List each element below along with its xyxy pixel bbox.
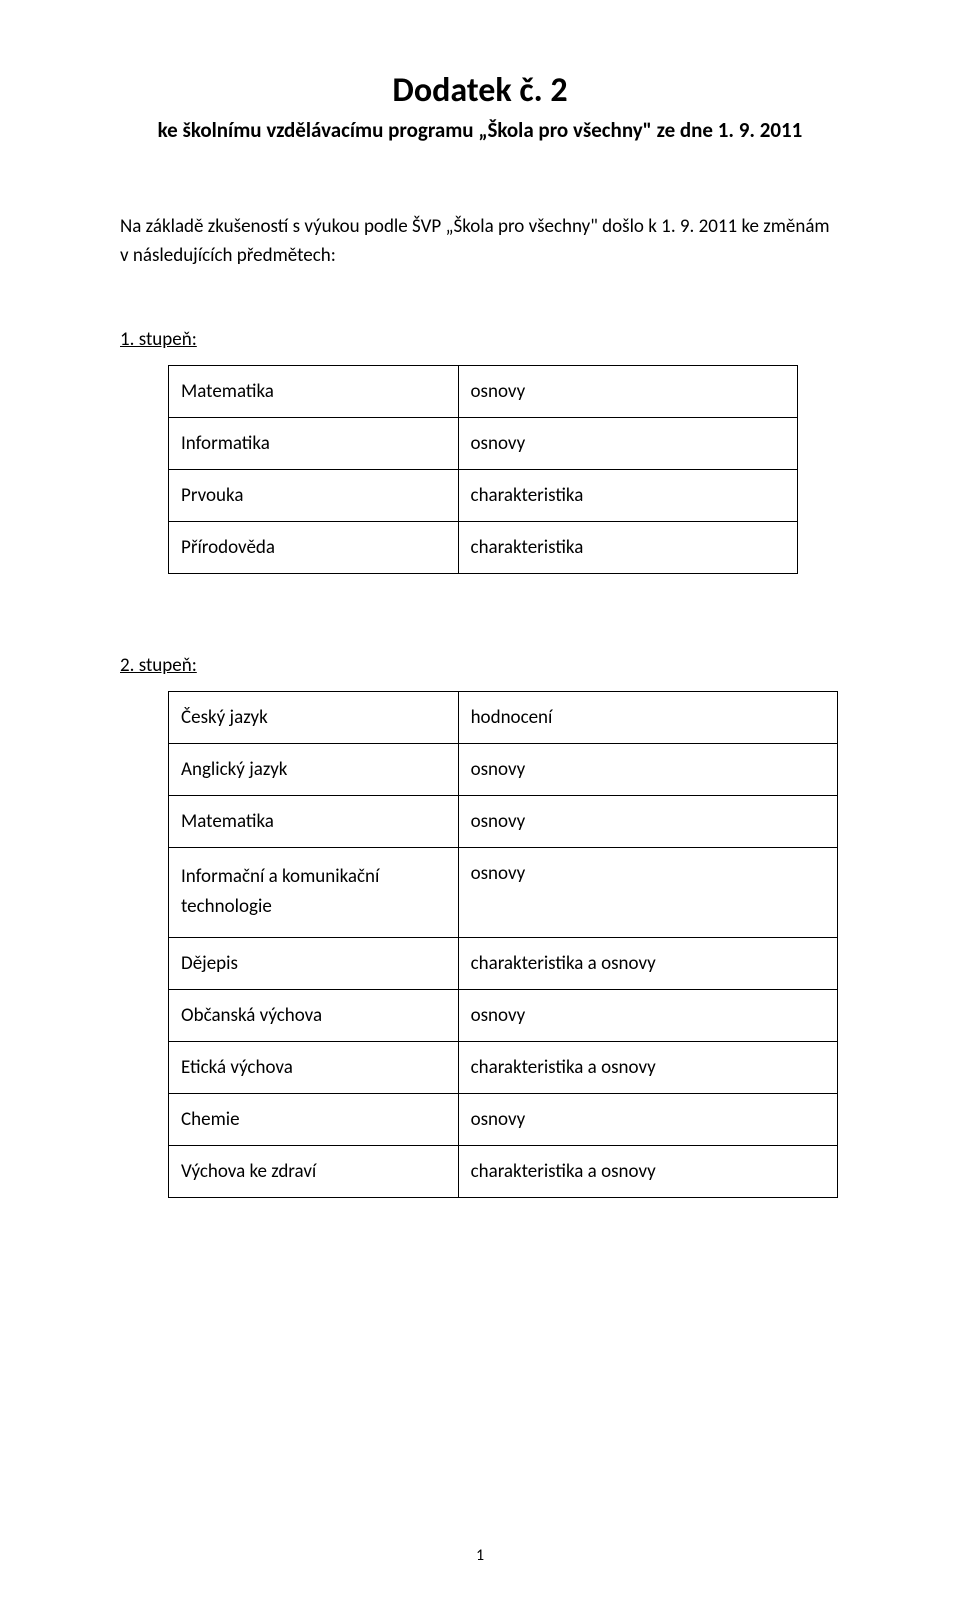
table-row: Výchova ke zdraví charakteristika a osno…	[169, 1145, 838, 1197]
subject-cell: Občanská výchova	[169, 989, 459, 1041]
document-title: Dodatek č. 2	[120, 70, 840, 111]
subject-cell: Matematika	[169, 796, 459, 848]
subject-cell: Etická výchova	[169, 1041, 459, 1093]
note-cell: osnovy	[458, 1093, 837, 1145]
subject-cell: Přírodověda	[169, 522, 459, 574]
note-cell: osnovy	[458, 848, 837, 938]
note-cell: osnovy	[458, 418, 797, 470]
subject-cell: Matematika	[169, 366, 459, 418]
section-1-table: Matematika osnovy Informatika osnovy Prv…	[168, 365, 798, 574]
table-row: Informační a komunikační technologie osn…	[169, 848, 838, 938]
subject-cell: Český jazyk	[169, 692, 459, 744]
note-cell: osnovy	[458, 744, 837, 796]
section-2-label: 2. stupeň:	[120, 654, 840, 677]
table-row: Český jazyk hodnocení	[169, 692, 838, 744]
subject-cell: Informatika	[169, 418, 459, 470]
table-row: Matematika osnovy	[169, 366, 798, 418]
note-cell: osnovy	[458, 366, 797, 418]
note-cell: hodnocení	[458, 692, 837, 744]
table-row: Informatika osnovy	[169, 418, 798, 470]
subject-cell: Prvouka	[169, 470, 459, 522]
subject-cell: Dějepis	[169, 937, 459, 989]
note-cell: charakteristika	[458, 522, 797, 574]
note-cell: charakteristika a osnovy	[458, 1145, 837, 1197]
table-row: Přírodověda charakteristika	[169, 522, 798, 574]
table-row: Matematika osnovy	[169, 796, 838, 848]
note-cell: osnovy	[458, 796, 837, 848]
table-row: Dějepis charakteristika a osnovy	[169, 937, 838, 989]
note-cell: osnovy	[458, 989, 837, 1041]
table-row: Anglický jazyk osnovy	[169, 744, 838, 796]
subject-cell: Výchova ke zdraví	[169, 1145, 459, 1197]
section-2-table: Český jazyk hodnocení Anglický jazyk osn…	[168, 691, 838, 1198]
table-row: Občanská výchova osnovy	[169, 989, 838, 1041]
note-cell: charakteristika	[458, 470, 797, 522]
subject-cell: Anglický jazyk	[169, 744, 459, 796]
section-1-label: 1. stupeň:	[120, 328, 840, 351]
table-row: Chemie osnovy	[169, 1093, 838, 1145]
intro-paragraph: Na základě zkušeností s výukou podle ŠVP…	[120, 213, 840, 270]
note-cell: charakteristika a osnovy	[458, 937, 837, 989]
table-row: Prvouka charakteristika	[169, 470, 798, 522]
subject-cell: Chemie	[169, 1093, 459, 1145]
page-number: 1	[0, 1546, 960, 1565]
document-subtitle: ke školnímu vzdělávacímu programu „Škola…	[120, 117, 840, 143]
subject-cell: Informační a komunikační technologie	[169, 848, 459, 938]
table-row: Etická výchova charakteristika a osnovy	[169, 1041, 838, 1093]
note-cell: charakteristika a osnovy	[458, 1041, 837, 1093]
